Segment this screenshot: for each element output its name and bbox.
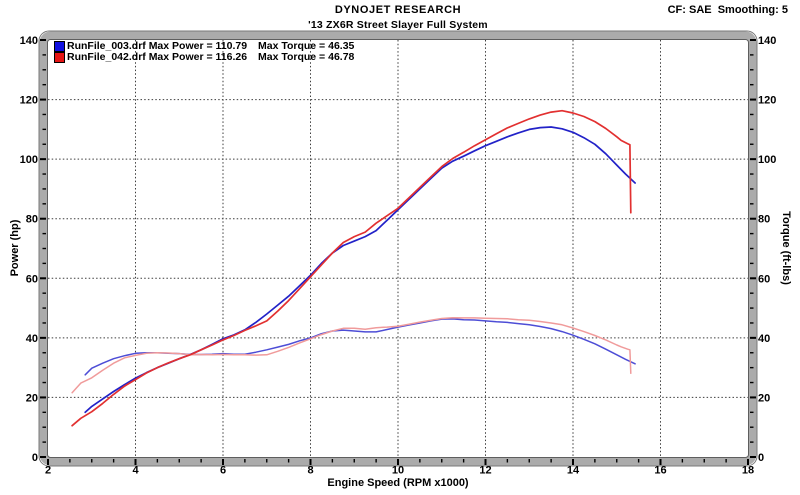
torque-tick-label: 0: [758, 452, 764, 464]
torque-axis-title: Torque (ft-lbs): [780, 211, 792, 285]
torque-tick-label: 120: [758, 95, 776, 107]
chart-subtitle: '13 ZX6R Street Slayer Full System: [308, 19, 488, 31]
x-tick-label: 8: [307, 465, 313, 477]
rpm-axis-title: Engine Speed (RPM x1000): [327, 477, 469, 489]
x-tick-label: 4: [132, 465, 139, 477]
plot-frame-outer: [38, 30, 758, 467]
x-tick-label: 6: [220, 465, 226, 477]
power-tick-label: 140: [20, 35, 38, 47]
power-curve-RunFile_003.drf: [84, 126, 636, 414]
x-tick-label: 2: [45, 465, 51, 477]
power-tick-label: 60: [26, 273, 38, 285]
x-tick-label: 14: [567, 465, 580, 477]
power-tick-label: 80: [26, 214, 38, 226]
power-tick-label: 20: [26, 392, 38, 404]
legend-run-003-power-label: RunFile_003.drf Max Power = 110.79: [67, 40, 248, 52]
chart-title: DYNOJET RESEARCH: [334, 4, 462, 16]
torque-curve-RunFile_042.drf: [71, 316, 632, 394]
power-tick-label: 40: [26, 333, 38, 345]
torque-tick-label: 40: [758, 333, 770, 345]
x-tick-label: 18: [742, 465, 754, 477]
legend-run-003-torque-label: Max Torque = 46.35: [258, 40, 355, 52]
power-tick-label: 0: [32, 452, 38, 464]
legend-run-042-torque-label: Max Torque = 46.78: [258, 51, 355, 63]
x-tick-label: 16: [654, 465, 666, 477]
torque-tick-label: 100: [758, 154, 776, 166]
torque-curve-RunFile_003.drf: [84, 318, 636, 376]
torque-tick-label: 60: [758, 273, 770, 285]
torque-tick-label: 140: [758, 35, 776, 47]
x-tick-label: 12: [479, 465, 491, 477]
plot-frame-inner: [47, 39, 749, 458]
power-curve-RunFile_042.drf: [71, 109, 632, 427]
correction-smoothing-label: CF: SAE Smoothing: 5: [667, 4, 788, 16]
torque-tick-label: 20: [758, 392, 770, 404]
legend-swatch-blue-icon: [54, 41, 65, 52]
power-axis-title: Power (hp): [9, 219, 21, 277]
x-tick-label: 10: [392, 465, 404, 477]
legend-run-042-power-label: RunFile_042.drf Max Power = 116.26: [67, 51, 248, 63]
power-tick-label: 120: [20, 95, 38, 107]
torque-tick-label: 80: [758, 214, 770, 226]
legend-swatch-red-icon: [54, 52, 65, 63]
power-tick-label: 100: [20, 154, 38, 166]
